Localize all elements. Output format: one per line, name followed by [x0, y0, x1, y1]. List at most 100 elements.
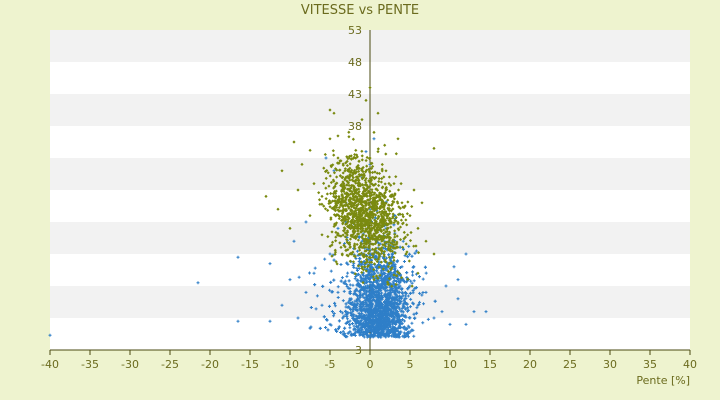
data-point [404, 218, 408, 222]
data-point [347, 168, 351, 172]
data-point [371, 310, 375, 314]
data-point [388, 241, 392, 245]
data-point [336, 208, 340, 212]
data-point [375, 326, 379, 330]
data-point [374, 293, 378, 297]
data-point [308, 271, 312, 275]
data-point [402, 230, 406, 234]
data-point [353, 246, 357, 251]
data-point [379, 237, 383, 241]
data-point [357, 311, 361, 315]
data-point [351, 179, 355, 183]
data-point [382, 205, 386, 209]
data-point [352, 245, 357, 249]
y-tick-label: 3 [355, 344, 362, 357]
data-point [388, 247, 392, 251]
data-point [356, 264, 361, 268]
data-point [353, 207, 358, 211]
data-point [334, 221, 339, 225]
data-point [385, 321, 389, 325]
data-point [375, 229, 379, 233]
data-point [440, 310, 444, 314]
data-point [333, 250, 338, 254]
data-point [368, 277, 372, 281]
data-point [386, 269, 391, 274]
data-point [344, 305, 348, 309]
data-point [407, 244, 411, 248]
data-point [366, 323, 370, 327]
data-point [380, 291, 384, 295]
data-point [393, 269, 397, 273]
data-point [363, 279, 367, 283]
data-point [389, 225, 393, 229]
data-point [323, 257, 327, 261]
data-point [344, 194, 349, 199]
data-point [386, 282, 391, 286]
data-point [390, 287, 394, 291]
data-point [333, 304, 337, 308]
data-point [413, 316, 417, 320]
data-point [353, 171, 358, 175]
data-point [345, 222, 349, 226]
data-point [361, 204, 366, 208]
data-point [359, 224, 363, 228]
data-point [328, 288, 332, 292]
data-point [424, 290, 428, 294]
data-point [391, 214, 395, 218]
data-point [410, 284, 414, 288]
data-point [356, 224, 360, 228]
data-point [391, 199, 395, 204]
data-point [386, 232, 391, 237]
data-point [387, 295, 391, 299]
data-point [368, 184, 372, 188]
data-point [368, 194, 372, 198]
data-point [406, 294, 410, 298]
data-point [386, 272, 390, 276]
x-tick-label: -20 [201, 358, 219, 371]
data-point [464, 252, 468, 256]
data-point [366, 299, 370, 303]
data-point [391, 246, 395, 250]
data-point [268, 262, 272, 266]
data-point [334, 196, 338, 200]
data-point [363, 222, 367, 226]
data-point [292, 239, 296, 243]
data-point [339, 279, 343, 283]
data-point [346, 254, 350, 258]
data-point [352, 209, 357, 214]
data-point [339, 262, 343, 266]
data-point [365, 254, 369, 259]
data-point [341, 205, 345, 209]
data-point [375, 188, 380, 192]
data-point [372, 192, 376, 197]
data-point [334, 235, 338, 239]
data-point [345, 274, 349, 278]
data-point [356, 228, 360, 232]
data-point [388, 302, 392, 306]
data-point [402, 325, 406, 329]
data-point [349, 196, 353, 201]
data-point [386, 325, 390, 329]
data-point [393, 235, 397, 239]
data-point [367, 231, 371, 236]
data-point [422, 302, 426, 306]
data-point [364, 331, 368, 335]
data-point [365, 191, 369, 195]
data-point [330, 254, 334, 258]
data-point [356, 328, 360, 332]
data-point [337, 205, 341, 210]
data-point [420, 201, 424, 205]
data-point [348, 299, 352, 303]
data-point [337, 319, 341, 323]
data-point [378, 210, 382, 214]
data-point [391, 319, 395, 323]
data-point [456, 297, 460, 301]
data-point [363, 217, 367, 221]
data-point [401, 239, 405, 243]
data-point [375, 302, 379, 306]
data-point [364, 291, 368, 295]
data-point [379, 269, 383, 273]
data-point [330, 243, 334, 247]
data-point [370, 193, 374, 197]
data-point [391, 305, 395, 309]
